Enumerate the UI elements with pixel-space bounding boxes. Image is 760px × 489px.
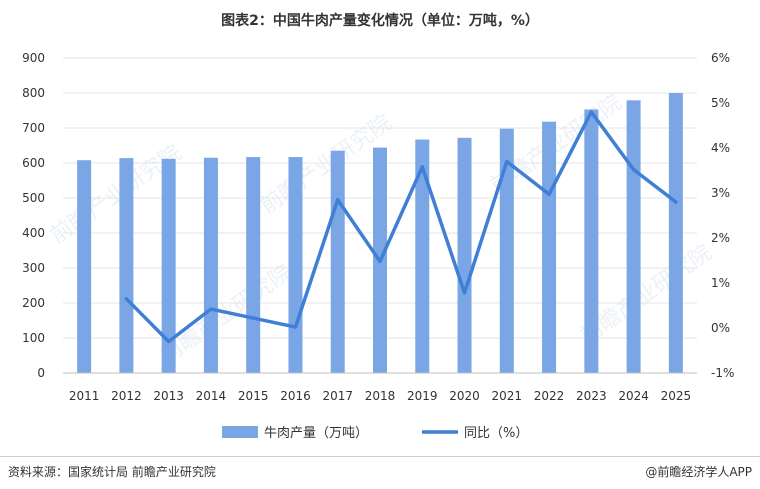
- y-left-tick-label: 900: [22, 51, 45, 65]
- line-point: [167, 340, 171, 343]
- legend-line-label: 同比（%）: [464, 426, 528, 441]
- bar: [119, 158, 134, 373]
- y-left-tick-label: 800: [22, 86, 45, 100]
- y-left-tick-label: 400: [22, 226, 45, 240]
- line-point: [547, 192, 551, 196]
- line-point: [209, 307, 213, 311]
- axis-layer: 0 100 200 300 400 500 600 700 800 900 -1% 0% 1% 2% 3% 4…: [22, 51, 734, 403]
- line-point: [632, 168, 636, 172]
- footer: 资料来源：国家统计局 前瞻产业研究院 @前瞻经济学人APP: [0, 456, 760, 489]
- line-point: [463, 291, 467, 295]
- line-point: [251, 316, 255, 320]
- x-tick-label: 2017: [322, 389, 353, 403]
- bar: [415, 139, 430, 373]
- y-right-tick-label: 6%: [711, 51, 730, 65]
- bar: [203, 157, 218, 373]
- line-point: [378, 259, 382, 263]
- y-left-tick-label: 700: [22, 121, 45, 135]
- brand-credit: @前瞻经济学人APP: [645, 465, 752, 479]
- bar: [330, 150, 345, 373]
- line-point: [505, 160, 509, 163]
- x-tick-label: 2025: [661, 389, 692, 403]
- y-right-tick-label: 0%: [711, 321, 730, 335]
- y-right-tick-label: -1%: [711, 366, 734, 380]
- x-tick-label: 2014: [196, 389, 227, 403]
- y-right-tick-label: 5%: [711, 96, 730, 110]
- bar: [668, 93, 683, 373]
- line-point: [674, 200, 678, 204]
- line-point: [589, 110, 593, 114]
- x-tick-label: 2018: [365, 389, 396, 403]
- bar: [246, 157, 261, 373]
- y-left-tick-label: 500: [22, 191, 45, 205]
- y-left-tick-label: 200: [22, 296, 45, 310]
- x-tick-label: 2013: [153, 389, 184, 403]
- line-series: [124, 110, 678, 344]
- line-point: [293, 325, 297, 329]
- y-left-tick-label: 0: [37, 366, 45, 380]
- chart-title: 图表2：中国牛肉产量变化情况（单位：万吨，%）: [221, 13, 539, 29]
- y-right-tick-label: 2%: [711, 231, 730, 245]
- legend-bar-label: 牛肉产量（万吨）: [264, 426, 368, 441]
- x-tick-label: 2024: [618, 389, 649, 403]
- x-tick-label: 2016: [280, 389, 311, 403]
- x-tick-label: 2019: [407, 389, 438, 403]
- x-tick-label: 2022: [534, 389, 565, 403]
- bar: [542, 121, 557, 373]
- bar: [288, 157, 303, 373]
- x-tick-label: 2015: [238, 389, 269, 403]
- x-tick-label: 2020: [449, 389, 480, 403]
- line-path: [124, 110, 678, 344]
- y-left-tick-label: 100: [22, 331, 45, 345]
- legend-bar-swatch: [222, 426, 258, 438]
- bar: [584, 109, 599, 373]
- x-tick-label: 2021: [492, 389, 523, 403]
- bar: [161, 158, 176, 373]
- x-tick-label: 2011: [69, 389, 100, 403]
- source-note: 资料来源：国家统计局 前瞻产业研究院: [8, 465, 216, 479]
- y-right-tick-label: 4%: [711, 141, 730, 155]
- bar: [457, 137, 472, 373]
- y-right-tick-label: 1%: [711, 276, 730, 290]
- bar: [499, 128, 514, 373]
- x-tick-label: 2023: [576, 389, 607, 403]
- bar: [626, 100, 641, 373]
- line-point: [336, 198, 340, 202]
- y-left-tick-label: 300: [22, 261, 45, 275]
- y-right-tick-label: 3%: [711, 186, 730, 200]
- bar: [77, 160, 92, 373]
- watermark-text: 前瞻产业研究院: [156, 260, 297, 369]
- x-tick-label: 2012: [111, 389, 142, 403]
- y-left-tick-label: 600: [22, 156, 45, 170]
- line-point: [420, 165, 424, 169]
- legend: 牛肉产量（万吨） 同比（%）: [222, 426, 528, 441]
- line-point: [124, 297, 128, 301]
